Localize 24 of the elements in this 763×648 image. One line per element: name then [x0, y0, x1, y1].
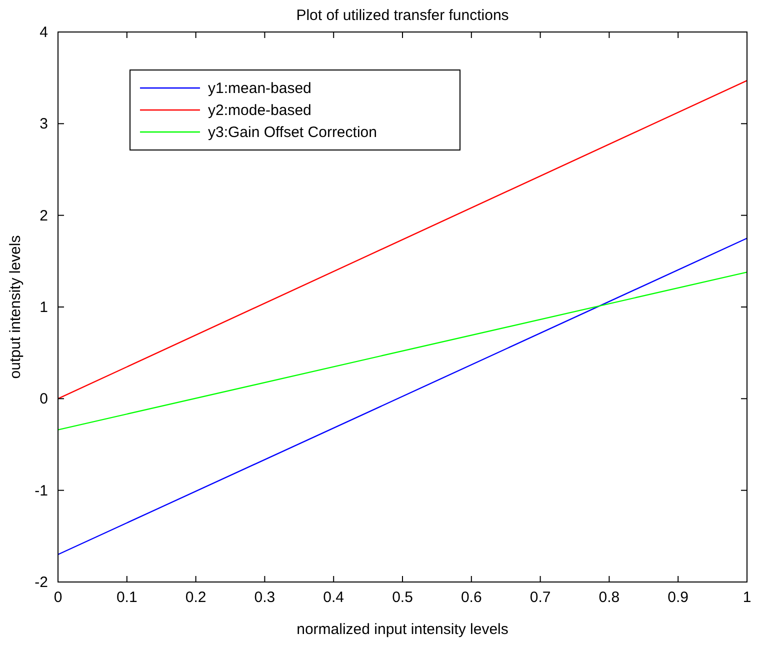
x-tick-label: 0.9 [668, 589, 689, 606]
x-tick-label: 0.3 [254, 589, 276, 606]
x-axis-title: normalized input intensity levels [296, 621, 508, 638]
y-tick-label: 4 [40, 24, 48, 41]
y-tick-label: 1 [40, 299, 48, 316]
legend-label: y3:Gain Offset Correction [208, 124, 377, 141]
legend-label: y1:mean-based [208, 80, 312, 97]
x-tick-label: 1 [742, 589, 752, 606]
y-axis-title: output intensity levels [7, 235, 24, 379]
y-tick-label: 0 [40, 390, 48, 408]
x-tick-label: 0.7 [530, 589, 551, 606]
x-tick-label: 0 [54, 589, 62, 606]
y-tick-label: -2 [34, 574, 48, 591]
x-tick-label: 0.8 [598, 589, 620, 606]
chart-title: Plot of utilized transfer functions [296, 7, 509, 24]
x-tick-label: 0.4 [323, 589, 344, 606]
legend-label: y2:mode-based [208, 102, 312, 119]
x-tick-label: 0.1 [116, 589, 138, 606]
y-tick-label: -1 [34, 482, 48, 500]
y-tick-label: 3 [40, 116, 48, 133]
x-tick-label: 0.5 [392, 589, 413, 606]
x-tick-label: 0.2 [185, 589, 206, 606]
x-tick-label: 0.6 [460, 589, 482, 606]
y-tick-label: 2 [40, 207, 48, 224]
